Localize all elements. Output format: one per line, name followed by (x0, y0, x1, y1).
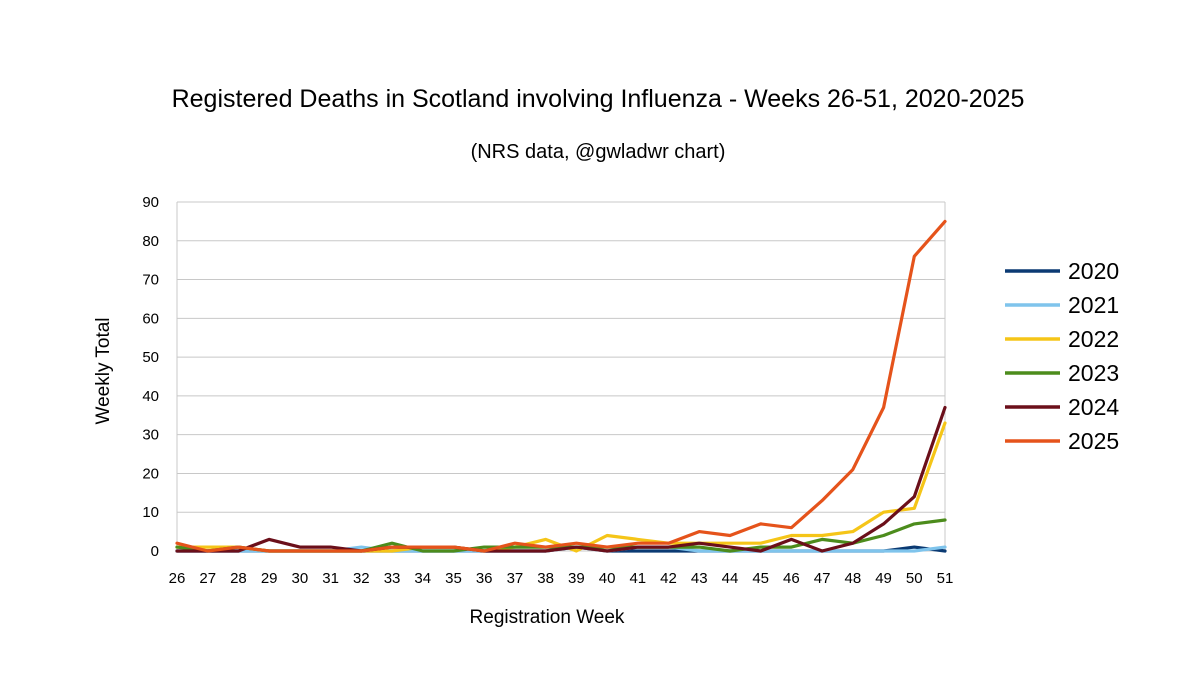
legend-label-2023: 2023 (1068, 360, 1119, 386)
y-tick-label: 0 (151, 543, 159, 560)
x-tick-label: 48 (844, 570, 861, 587)
legend-label-2025: 2025 (1068, 428, 1119, 454)
x-tick-label: 38 (537, 570, 554, 587)
chart-title: Registered Deaths in Scotland involving … (172, 85, 1025, 113)
y-tick-label: 20 (142, 465, 159, 482)
x-axis: 26 27 28 29 30 31 32 33 34 35 36 37 38 39 40 41 42 43 44 45… (169, 570, 954, 587)
y-axis-label: Weekly Total (93, 317, 114, 424)
y-tick-label: 80 (142, 233, 159, 250)
series-line-2022 (175, 421, 947, 553)
x-tick-label: 27 (199, 570, 216, 587)
gridlines (176, 201, 946, 552)
x-tick-label: 31 (322, 570, 339, 587)
series-line-2025 (175, 219, 947, 553)
x-tick-label: 28 (230, 570, 247, 587)
legend-label-2022: 2022 (1068, 326, 1119, 352)
series-line-2024 (175, 405, 947, 553)
legend-label-2020: 2020 (1068, 258, 1119, 284)
x-tick-label: 42 (660, 570, 677, 587)
x-tick-label: 51 (937, 570, 954, 587)
x-tick-label: 34 (414, 570, 431, 587)
y-tick-label: 60 (142, 310, 159, 327)
x-tick-label: 30 (292, 570, 309, 587)
x-tick-label: 44 (722, 570, 739, 587)
chart-subtitle: (NRS data, @gwladwr chart) (471, 141, 726, 163)
y-tick-label: 30 (142, 427, 159, 444)
x-tick-label: 26 (169, 570, 186, 587)
x-tick-label: 37 (507, 570, 524, 587)
x-tick-label: 41 (629, 570, 646, 587)
x-tick-label: 49 (875, 570, 892, 587)
x-axis-label: Registration Week (470, 607, 625, 628)
y-tick-label: 10 (142, 504, 159, 521)
y-axis: 0 10 20 30 40 50 60 70 80 90 (142, 194, 159, 560)
x-tick-label: 36 (476, 570, 493, 587)
x-tick-label: 33 (384, 570, 401, 587)
x-tick-label: 46 (783, 570, 800, 587)
legend-label-2021: 2021 (1068, 292, 1119, 318)
x-tick-label: 47 (814, 570, 831, 587)
legend-label-2024: 2024 (1068, 394, 1119, 420)
y-tick-label: 70 (142, 272, 159, 289)
x-tick-label: 32 (353, 570, 370, 587)
y-tick-label: 40 (142, 388, 159, 405)
x-tick-label: 50 (906, 570, 923, 587)
series-lines (175, 219, 947, 553)
x-tick-label: 45 (752, 570, 769, 587)
x-tick-label: 39 (568, 570, 585, 587)
legend: 2020 2021 2022 2023 2024 2025 (1005, 258, 1119, 454)
x-tick-label: 43 (691, 570, 708, 587)
y-tick-label: 90 (142, 194, 159, 211)
y-tick-label: 50 (142, 349, 159, 366)
x-tick-label: 29 (261, 570, 278, 587)
x-tick-label: 40 (599, 570, 616, 587)
x-tick-label: 35 (445, 570, 462, 587)
